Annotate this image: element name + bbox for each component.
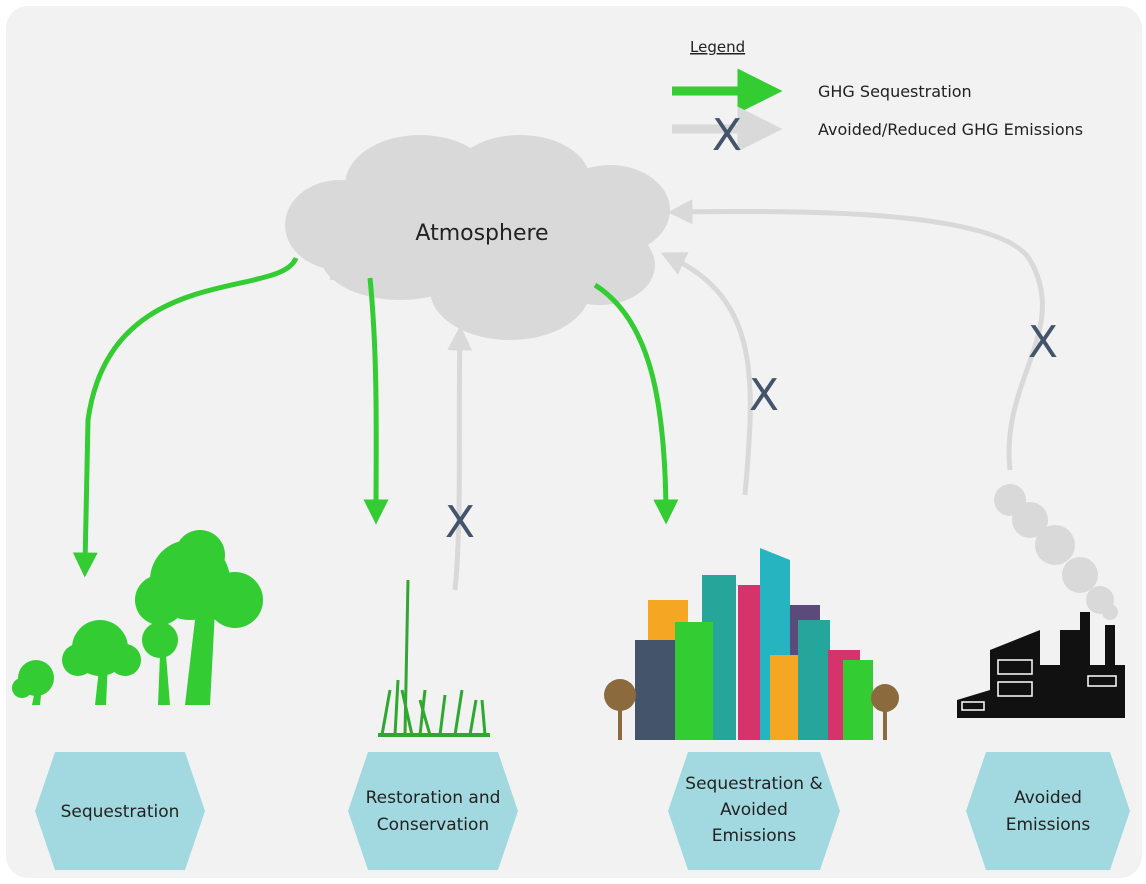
grass <box>378 579 490 737</box>
text-line: Sequestration & <box>685 774 822 794</box>
legend-item: GHG Sequestration <box>818 82 972 101</box>
hexagons <box>35 752 1130 870</box>
text-line: Restoration and <box>366 788 501 808</box>
cloud <box>285 135 670 340</box>
cross-mark: X <box>749 370 779 421</box>
legend-cross: X <box>712 110 742 161</box>
atmosphere-label: Atmosphere <box>415 221 548 246</box>
legend: Legend GHG Sequestration X Avoided/Reduc… <box>672 38 1083 161</box>
legend-item: Avoided/Reduced GHG Emissions <box>818 120 1083 139</box>
text-line: Avoided <box>1014 788 1082 808</box>
category-label: Avoided Emissions <box>1006 788 1091 835</box>
arrows <box>72 199 1045 591</box>
city <box>604 548 899 740</box>
cross-mark: X <box>1028 317 1058 368</box>
text-line: Avoided <box>720 800 788 820</box>
factory <box>957 484 1125 718</box>
text-line: Emissions <box>712 826 797 846</box>
category-label: Sequestration <box>61 802 180 822</box>
category-label: Restoration and Conservation <box>366 788 501 835</box>
trees <box>12 530 263 705</box>
legend-title: Legend <box>690 38 745 56</box>
cross-mark: X <box>445 497 475 548</box>
text-line: Conservation <box>377 815 489 835</box>
text-line: Emissions <box>1006 815 1091 835</box>
category-label: Sequestration & Avoided Emissions <box>685 774 822 846</box>
text-line: Sequestration <box>61 802 180 822</box>
